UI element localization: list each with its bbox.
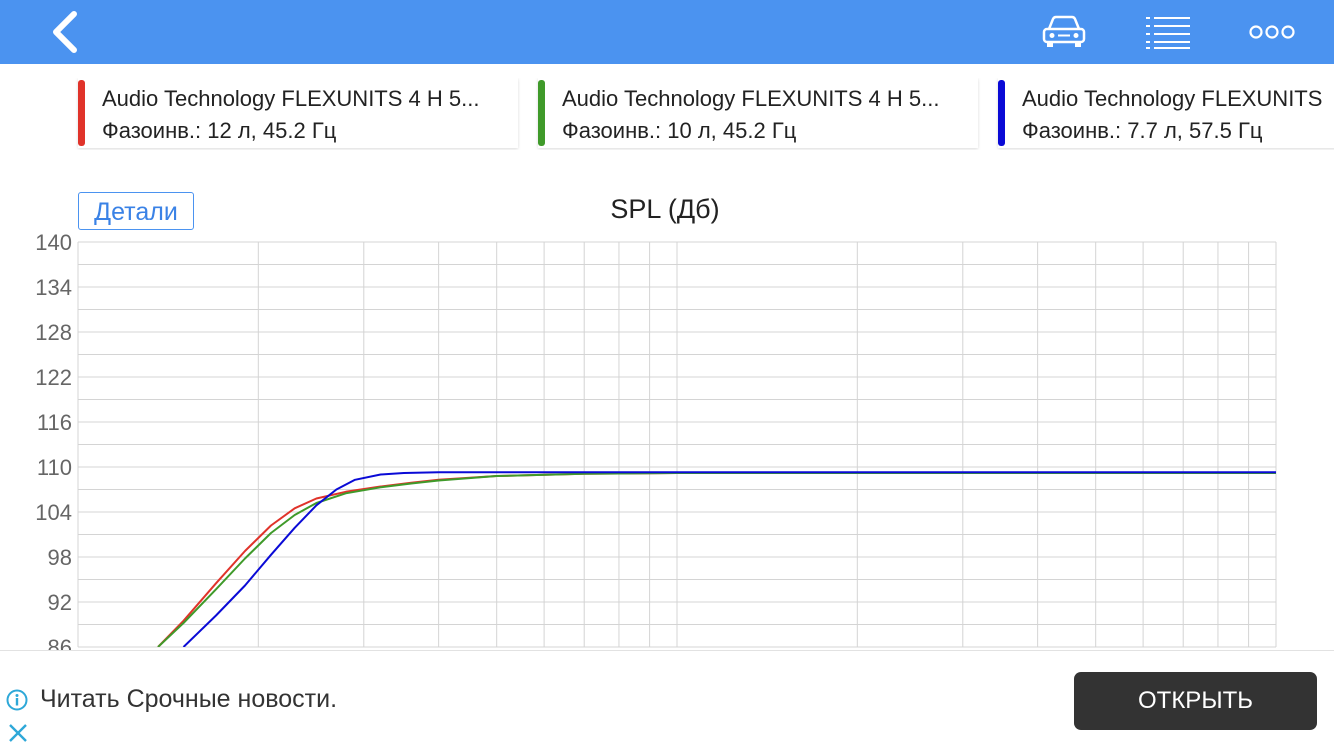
enclosure-desc: Фазоинв.: 10 л, 45.2 Гц — [562, 118, 797, 143]
series-line — [157, 472, 1276, 647]
y-tick-label: 128 — [35, 320, 72, 345]
car-button[interactable] — [1040, 10, 1088, 54]
legend-card[interactable]: Audio Technology FLEXUNITS Фазоинв.: 7.7… — [998, 78, 1334, 148]
ad-text[interactable]: Читать Срочные новости. — [40, 685, 338, 713]
spl-chart: 140 134 128 122 116 110 104 98 92 86 — [35, 230, 1277, 650]
enclosure-desc: Фазоинв.: 12 л, 45.2 Гц — [102, 118, 337, 143]
open-button[interactable]: ОТКРЫТЬ — [1074, 672, 1317, 730]
enclosure-desc: Фазоинв.: 7.7 л, 57.5 Гц — [1022, 118, 1263, 143]
y-tick-label: 98 — [48, 545, 72, 570]
speaker-name: Audio Technology FLEXUNITS — [1022, 86, 1323, 111]
legend-color-stripe — [998, 80, 1005, 146]
chart-title: SPL (Дб) — [610, 194, 720, 224]
legend-color-stripe — [538, 80, 545, 146]
legend-cards: Audio Technology FLEXUNITS 4 H 5... Фазо… — [0, 78, 1334, 150]
details-button[interactable]: Детали — [78, 192, 194, 230]
car-icon — [1042, 15, 1086, 47]
y-tick-label: 110 — [37, 455, 72, 480]
close-icon[interactable] — [8, 723, 28, 743]
more-button[interactable] — [1248, 10, 1296, 54]
y-tick-label: 122 — [35, 365, 72, 390]
legend-card[interactable]: Audio Technology FLEXUNITS 4 H 5... Фазо… — [538, 78, 978, 148]
y-tick-label: 140 — [35, 230, 72, 255]
info-icon[interactable] — [6, 689, 28, 711]
y-tick-label: 86 — [48, 635, 72, 650]
list-button[interactable] — [1144, 10, 1192, 54]
ad-banner: Читать Срочные новости. ОТКРЫТЬ — [0, 650, 1334, 751]
legend-card[interactable]: Audio Technology FLEXUNITS 4 H 5... Фазо… — [78, 78, 518, 148]
speaker-name: Audio Technology FLEXUNITS 4 H 5... — [562, 86, 940, 111]
top-app-bar — [0, 0, 1334, 64]
back-button[interactable] — [40, 8, 88, 56]
legend-color-stripe — [78, 80, 85, 146]
speaker-name: Audio Technology FLEXUNITS 4 H 5... — [102, 86, 480, 111]
y-tick-label: 92 — [48, 590, 72, 615]
y-tick-label: 134 — [35, 275, 72, 300]
y-tick-label: 104 — [35, 500, 72, 525]
chevron-left-icon — [53, 11, 77, 53]
list-icon — [1146, 17, 1190, 49]
y-tick-label: 116 — [37, 410, 72, 435]
more-dots-icon — [1249, 25, 1295, 39]
series-line — [182, 471, 1276, 647]
